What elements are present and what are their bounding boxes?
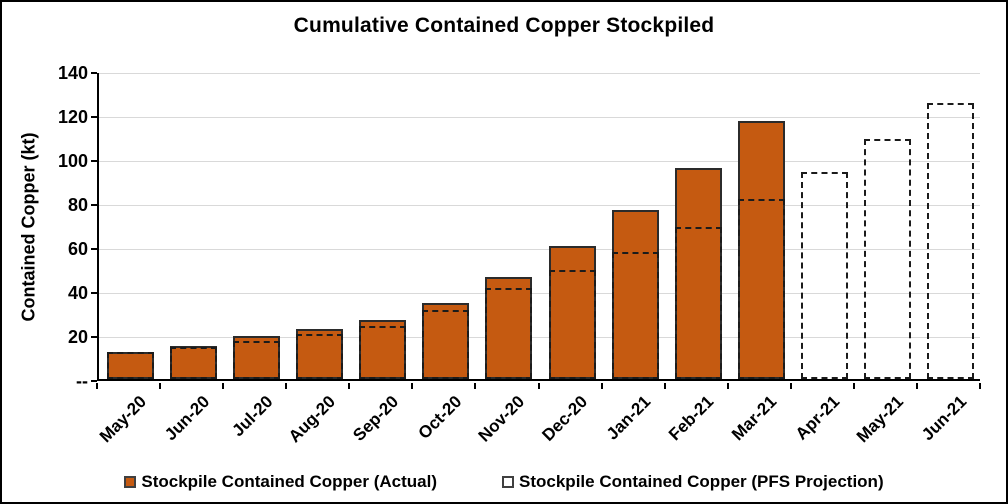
y-tick-mark-100 xyxy=(91,160,97,162)
bar-projection-May-20 xyxy=(107,352,155,379)
y-tick-label-60: 60 xyxy=(67,239,88,259)
x-tick-mark-8 xyxy=(600,383,603,389)
bar-projection-Jun-20 xyxy=(170,346,218,379)
y-tick-label-0: -- xyxy=(76,371,88,391)
x-label-Aug-20: Aug-20 xyxy=(285,392,340,447)
x-tick-mark-0 xyxy=(96,383,98,389)
bar-projection-Nov-20 xyxy=(485,287,533,379)
x-tick-mark-9 xyxy=(663,383,666,389)
legend: Stockpile Contained Copper (Actual) Stoc… xyxy=(2,472,1006,492)
bar-projection-Dec-20 xyxy=(548,269,596,379)
bar-projection-Jul-20 xyxy=(233,340,281,379)
bar-projection-Feb-21 xyxy=(674,227,722,379)
chart-title: Cumulative Contained Copper Stockpiled xyxy=(293,14,715,37)
gridline-40 xyxy=(99,293,980,294)
y-tick-mark-0 xyxy=(91,380,97,382)
x-tick-mark-3 xyxy=(285,383,288,389)
x-label-Nov-20: Nov-20 xyxy=(474,392,529,446)
y-tick-mark-20 xyxy=(91,336,97,338)
x-label-Sep-20: Sep-20 xyxy=(349,392,403,445)
y-tick-mark-80 xyxy=(91,204,97,206)
y-tick-label-20: 20 xyxy=(67,327,88,347)
y-tick-mark-40 xyxy=(91,292,97,294)
bar-projection-Jan-21 xyxy=(611,252,659,379)
x-tick-mark-10 xyxy=(726,383,729,389)
y-tick-mark-60 xyxy=(91,248,97,250)
x-tick-mark-7 xyxy=(537,383,540,389)
x-label-Feb-21: Feb-21 xyxy=(665,392,718,445)
x-label-Jun-20: Jun-20 xyxy=(160,392,214,445)
legend-item-actual: Stockpile Contained Copper (Actual) xyxy=(124,472,437,492)
bar-projection-Sep-20 xyxy=(359,326,407,379)
x-label-Mar-21: Mar-21 xyxy=(728,392,781,445)
gridline-140 xyxy=(99,73,980,74)
y-tick-label-100: 100 xyxy=(57,151,88,171)
x-tick-mark-2 xyxy=(222,383,225,389)
bar-actual-Dec-20 xyxy=(548,245,596,379)
plot-area xyxy=(97,73,980,381)
x-tick-mark-4 xyxy=(348,383,351,389)
gridline-60 xyxy=(99,249,980,250)
x-label-Jun-21: Jun-21 xyxy=(917,392,970,445)
x-tick-mark-1 xyxy=(159,383,162,389)
gridline-80 xyxy=(99,205,980,206)
legend-label-actual: Stockpile Contained Copper (Actual) xyxy=(141,472,438,491)
y-tick-mark-140 xyxy=(91,72,97,74)
y-tick-label-80: 80 xyxy=(67,195,88,215)
gridline-120 xyxy=(99,117,980,118)
bar-projection-Jun-21 xyxy=(926,102,974,379)
bar-projection-Oct-20 xyxy=(422,310,470,379)
x-tick-mark-11 xyxy=(789,383,792,389)
x-label-May-21: May-21 xyxy=(852,392,907,447)
legend-item-projection: Stockpile Contained Copper (PFS Projecti… xyxy=(502,472,884,492)
x-label-Jul-20: Jul-20 xyxy=(227,392,277,441)
legend-label-projection: Stockpile Contained Copper (PFS Projecti… xyxy=(519,472,884,491)
x-tick-mark-14 xyxy=(979,383,981,389)
bar-projection-May-21 xyxy=(863,138,911,379)
x-tick-mark-5 xyxy=(411,383,414,389)
x-tick-mark-6 xyxy=(474,383,477,389)
gridline-20 xyxy=(99,337,980,338)
x-label-Jan-21: Jan-21 xyxy=(603,392,655,444)
x-label-Dec-20: Dec-20 xyxy=(538,392,592,445)
bar-projection-Mar-21 xyxy=(737,199,785,379)
x-label-Apr-21: Apr-21 xyxy=(792,392,844,444)
y-tick-label-140: 140 xyxy=(57,63,88,83)
y-tick-label-120: 120 xyxy=(57,107,88,127)
bar-projection-Aug-20 xyxy=(296,333,344,379)
actual-series-swatch-icon xyxy=(124,476,137,488)
x-tick-mark-13 xyxy=(915,383,918,389)
gridline-100 xyxy=(99,161,980,162)
x-label-Oct-20: Oct-20 xyxy=(414,392,466,443)
y-tick-mark-120 xyxy=(91,116,97,118)
bar-projection-Apr-21 xyxy=(800,172,848,379)
y-tick-label-40: 40 xyxy=(67,283,88,303)
x-tick-mark-12 xyxy=(852,383,855,389)
x-label-May-20: May-20 xyxy=(95,392,150,447)
projection-series-swatch-icon xyxy=(502,476,515,488)
